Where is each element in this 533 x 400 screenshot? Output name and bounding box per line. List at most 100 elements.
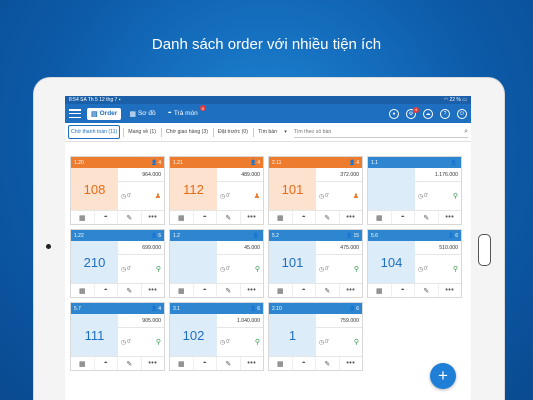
- clock-icon: ◷: [121, 193, 127, 200]
- add-order-button[interactable]: +: [430, 363, 456, 389]
- cloche-icon[interactable]: ◓: [95, 284, 118, 297]
- more-icon[interactable]: •••: [247, 360, 257, 367]
- more-icon[interactable]: •••: [346, 287, 356, 294]
- more-icon[interactable]: •••: [346, 360, 356, 367]
- calculator-icon[interactable]: ▦: [71, 211, 95, 224]
- help-icon[interactable]: ?: [440, 108, 450, 119]
- cloche-icon[interactable]: ◓: [392, 211, 415, 224]
- edit-icon[interactable]: ✎: [217, 357, 241, 370]
- tab-map[interactable]: ▦ Sơ đồ: [129, 110, 156, 118]
- order-card-actions: ▦ ◓ ✎ •••: [170, 210, 263, 224]
- more-icon[interactable]: •••: [346, 214, 356, 221]
- cloche-icon[interactable]: ◓: [293, 357, 316, 370]
- calculator-icon[interactable]: ▦: [170, 357, 194, 370]
- order-card[interactable]: 3.1 👤 6 102 1.040.000 ◷ 0' ⚲ ▦ ◓ ✎ •••: [169, 302, 264, 371]
- more-icon[interactable]: •••: [247, 214, 257, 221]
- elapsed-time: ◷ 0': [319, 266, 329, 273]
- bike-icon: ⚲: [155, 339, 161, 346]
- guest-count: 👤: [451, 160, 458, 166]
- person-icon: 👤: [252, 232, 259, 239]
- order-card[interactable]: 1.22 👤 6 210 699.000 ◷ 0' ⚲ ▦ ◓ ✎ •••: [70, 229, 165, 298]
- filter-waiting-delivery[interactable]: Chờ giao hàng (3): [165, 129, 209, 135]
- edit-icon[interactable]: ✎: [118, 357, 142, 370]
- table-select[interactable]: Tìm bàn ▾: [257, 129, 287, 135]
- order-card-actions: ▦ ◓ ✎ •••: [269, 283, 362, 297]
- menu-icon[interactable]: [69, 109, 81, 118]
- cloche-icon[interactable]: ◓: [194, 357, 217, 370]
- calculator-icon[interactable]: ▦: [269, 284, 293, 297]
- cloche-icon[interactable]: ◓: [194, 284, 217, 297]
- order-card-header: 2.10 👤 6: [269, 303, 362, 314]
- order-amount: 475.000: [316, 241, 362, 255]
- more-icon[interactable]: •••: [247, 287, 257, 294]
- order-code: 1.1: [371, 159, 378, 166]
- edit-icon[interactable]: ✎: [217, 211, 241, 224]
- search-box: ⌕: [293, 127, 468, 138]
- calculator-icon[interactable]: ▦: [170, 284, 194, 297]
- cloche-icon[interactable]: ◓: [293, 284, 316, 297]
- battery-icon: ▭: [462, 97, 467, 103]
- notification-icon[interactable]: ⚙ 4: [406, 106, 419, 119]
- home-button: [478, 234, 491, 266]
- search-icon[interactable]: ⌕: [464, 127, 468, 135]
- search-input[interactable]: [293, 128, 465, 135]
- tab-return[interactable]: ◓ Trả món 8: [167, 105, 206, 117]
- order-card-body: 1 759.000 ◷ 0' ⚲: [269, 314, 362, 356]
- edit-icon[interactable]: ✎: [316, 357, 340, 370]
- cloche-icon[interactable]: ◓: [392, 284, 415, 297]
- order-card[interactable]: 1.1 👤 1.176.000 ◷ 0' ⚲ ▦ ◓ ✎ •••: [367, 156, 462, 225]
- order-card[interactable]: 2.10 👤 6 1 759.000 ◷ 0' ⚲ ▦ ◓ ✎ •••: [268, 302, 363, 371]
- more-icon[interactable]: •••: [445, 214, 455, 221]
- order-card[interactable]: 1.20 👤 4 108 964.000 ◷ 0' ♟ ▦ ◓ ✎ •••: [70, 156, 165, 225]
- calculator-icon[interactable]: ▦: [269, 357, 293, 370]
- table-number: [368, 168, 415, 210]
- order-card[interactable]: 1.21 👤 4 112 489.000 ◷ 0' ♟ ▦ ◓ ✎ •••: [169, 156, 264, 225]
- order-card[interactable]: 1.2 👤 45.000 ◷ 0' ⚲ ▦ ◓ ✎ •••: [169, 229, 264, 298]
- order-card-header: 5.7 👤 4: [71, 303, 164, 314]
- cloche-icon[interactable]: ◓: [293, 211, 316, 224]
- calculator-icon[interactable]: ▦: [170, 211, 194, 224]
- more-icon[interactable]: •••: [148, 360, 158, 367]
- order-meta: ◷ 0' ♟: [316, 182, 362, 210]
- more-icon[interactable]: •••: [148, 287, 158, 294]
- calculator-icon[interactable]: ▦: [71, 357, 95, 370]
- cloche-icon[interactable]: ◓: [95, 357, 118, 370]
- more-icon[interactable]: •••: [445, 287, 455, 294]
- order-amount: 905.000: [118, 314, 164, 328]
- location-icon[interactable]: ●: [389, 108, 399, 119]
- order-amount: 759.000: [316, 314, 362, 328]
- calculator-icon[interactable]: ▦: [368, 284, 392, 297]
- cloud-sync-icon[interactable]: ☁: [423, 108, 433, 119]
- edit-icon[interactable]: ✎: [316, 211, 340, 224]
- filter-waiting-payment[interactable]: Chờ thanh toán (11): [68, 125, 121, 139]
- elapsed-time: ◷ 0': [418, 193, 428, 200]
- edit-icon[interactable]: ✎: [415, 211, 439, 224]
- edit-icon[interactable]: ✎: [118, 284, 142, 297]
- order-code: 1.20: [74, 159, 84, 166]
- edit-icon[interactable]: ✎: [415, 284, 439, 297]
- edit-icon[interactable]: ✎: [316, 284, 340, 297]
- order-card[interactable]: 5.6 👤 6 104 510.000 ◷ 0' ⚲ ▦ ◓ ✎ •••: [367, 229, 462, 298]
- person-icon: 👤: [346, 232, 353, 239]
- filter-reserved[interactable]: Đặt trước (0): [218, 129, 248, 135]
- more-icon[interactable]: •••: [148, 214, 158, 221]
- cloche-icon[interactable]: ◓: [194, 211, 217, 224]
- order-card[interactable]: 5.7 👤 4 111 905.000 ◷ 0' ⚲ ▦ ◓ ✎ •••: [70, 302, 165, 371]
- person-icon: 👤: [348, 159, 356, 166]
- status-bar: 8:54 SA Th 5 12 thg 7 ▪ ◠ 22 % ▭: [65, 96, 471, 104]
- calculator-icon[interactable]: ▦: [269, 211, 293, 224]
- calculator-icon[interactable]: ▦: [71, 284, 95, 297]
- order-card-actions: ▦ ◓ ✎ •••: [71, 283, 164, 297]
- edit-icon[interactable]: ✎: [118, 211, 142, 224]
- cloche-icon[interactable]: ◓: [95, 211, 118, 224]
- order-card[interactable]: 2.11 👤 4 101 372.000 ◷ 0' ♟ ▦ ◓ ✎ •••: [268, 156, 363, 225]
- bike-icon: ⚲: [254, 266, 260, 273]
- filter-takeaway[interactable]: Mang về (1): [128, 129, 156, 135]
- person-icon: 👤: [150, 305, 158, 312]
- order-card[interactable]: 5.2 👤 15 101 475.000 ◷ 0' ⚲ ▦ ◓ ✎ •••: [268, 229, 363, 298]
- edit-icon[interactable]: ✎: [217, 284, 241, 297]
- calculator-icon[interactable]: ▦: [368, 211, 392, 224]
- power-icon[interactable]: ⏻: [457, 108, 467, 119]
- guest-count: 👤 6: [348, 305, 359, 312]
- tab-order[interactable]: ▤ Order: [87, 107, 122, 120]
